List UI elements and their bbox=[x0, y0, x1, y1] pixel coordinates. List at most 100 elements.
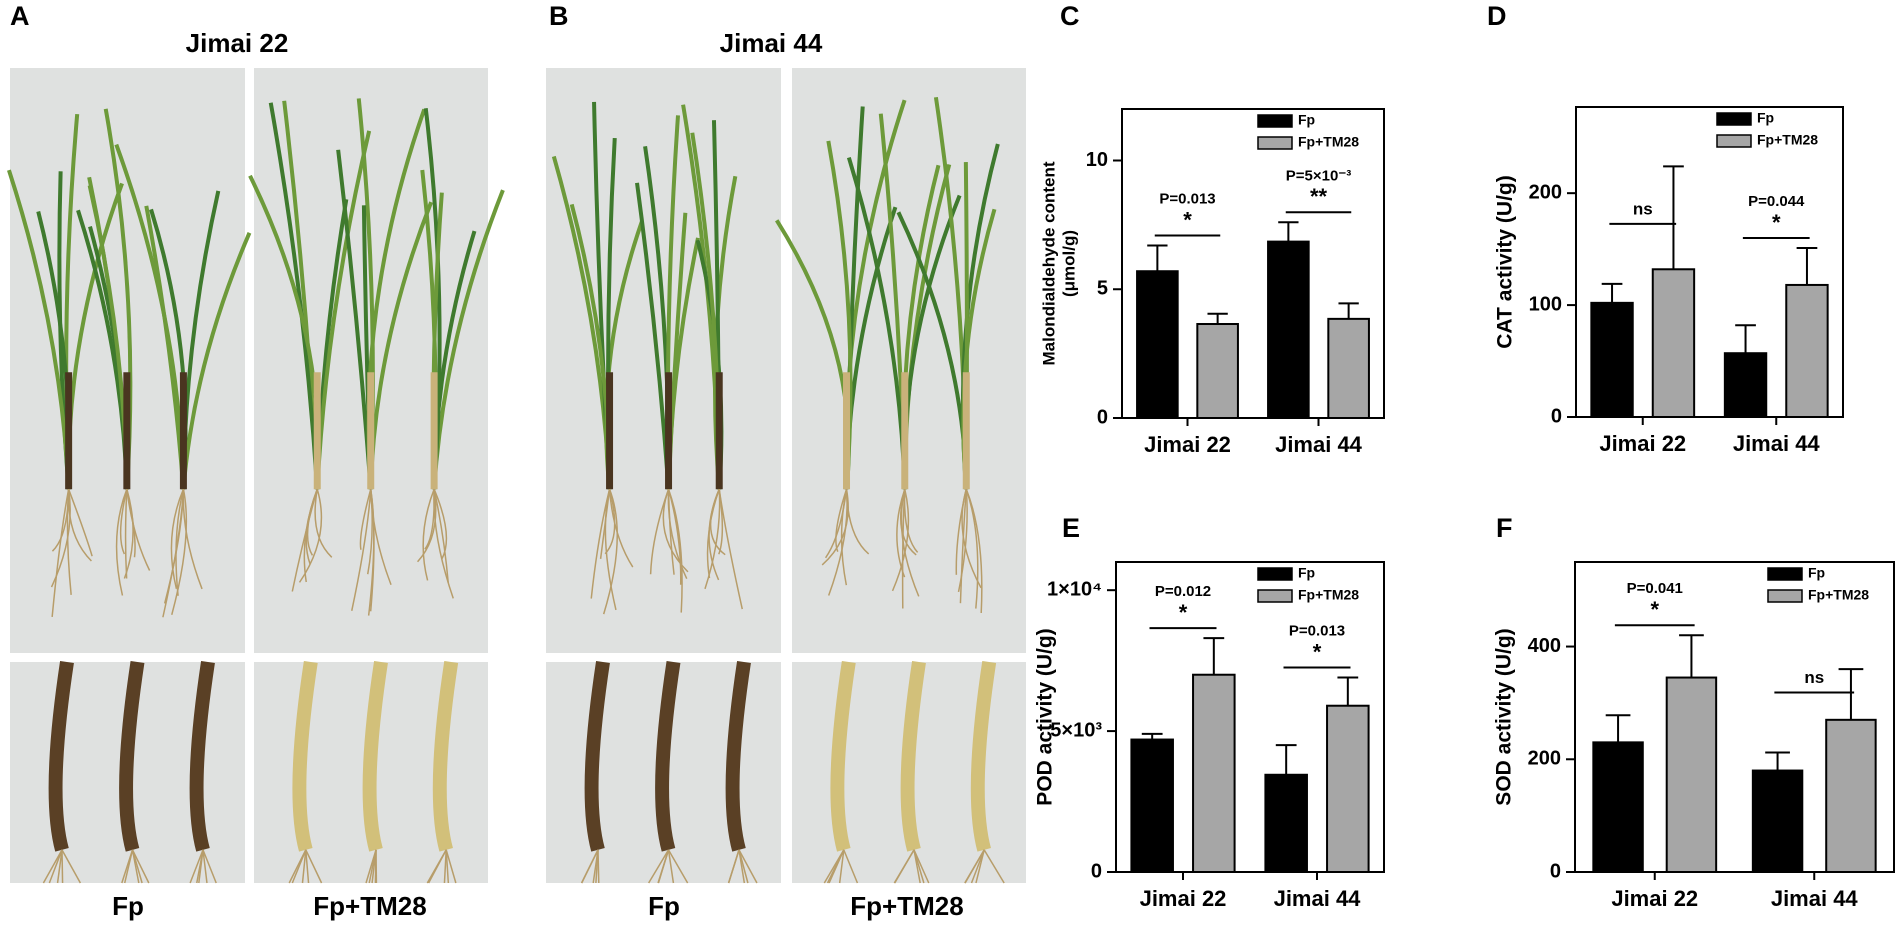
legend-label: Fp+TM28 bbox=[1757, 132, 1818, 148]
root bbox=[175, 489, 185, 596]
bar bbox=[1327, 317, 1370, 419]
x-tick-label: Jimai 44 bbox=[1733, 431, 1821, 456]
bar bbox=[1130, 738, 1174, 874]
root bbox=[445, 849, 450, 884]
significance-stars: * bbox=[1183, 207, 1192, 232]
root bbox=[975, 849, 985, 884]
x-tick-label: Jimai 22 bbox=[1140, 886, 1227, 911]
root bbox=[124, 489, 128, 579]
root bbox=[959, 489, 968, 604]
root bbox=[667, 489, 688, 579]
root bbox=[126, 489, 151, 571]
x-tick-label: Jimai 22 bbox=[1599, 431, 1686, 456]
bar bbox=[1196, 323, 1239, 420]
leaf bbox=[268, 102, 320, 490]
root bbox=[894, 849, 915, 884]
y-axis-label: CAT activity (U/g) bbox=[1494, 175, 1517, 348]
root bbox=[597, 849, 600, 884]
root bbox=[67, 488, 93, 557]
stem bbox=[189, 660, 215, 852]
bar bbox=[1651, 268, 1696, 418]
stem bbox=[119, 660, 145, 852]
root bbox=[42, 849, 63, 884]
root bbox=[704, 489, 721, 590]
stem bbox=[362, 660, 388, 852]
root bbox=[170, 488, 185, 589]
root bbox=[823, 849, 845, 884]
y-axis-label: Malondialdehyde content bbox=[1039, 161, 1058, 365]
legend-swatch bbox=[1767, 589, 1803, 603]
y-tick-label: 200 bbox=[1528, 748, 1561, 770]
p-value: P=0.044 bbox=[1748, 193, 1805, 210]
root bbox=[61, 849, 64, 884]
y-tick-label: 0 bbox=[1550, 860, 1561, 882]
root bbox=[824, 489, 848, 559]
root bbox=[305, 849, 310, 884]
panel-letter: C bbox=[1060, 1, 1080, 31]
significance-stars: * bbox=[1772, 210, 1781, 235]
y-tick-label: 200 bbox=[1529, 181, 1562, 203]
bar bbox=[1136, 270, 1179, 419]
root bbox=[718, 489, 743, 610]
root bbox=[433, 488, 448, 559]
root bbox=[965, 488, 979, 609]
root bbox=[445, 849, 457, 884]
root bbox=[845, 489, 870, 555]
y-tick-label: 1×10⁴ bbox=[1047, 578, 1102, 600]
bar bbox=[1326, 704, 1370, 874]
root bbox=[590, 489, 611, 599]
root bbox=[835, 488, 848, 552]
root bbox=[123, 849, 134, 884]
legend-swatch bbox=[1257, 567, 1293, 581]
photo-label: Fp+TM28 bbox=[850, 891, 963, 921]
root bbox=[662, 488, 689, 573]
root bbox=[604, 489, 616, 555]
root bbox=[196, 849, 204, 884]
root bbox=[983, 849, 1005, 884]
root bbox=[66, 489, 72, 595]
root bbox=[131, 849, 143, 884]
photo-label: Fp bbox=[648, 891, 680, 921]
root bbox=[422, 488, 435, 581]
root bbox=[202, 849, 208, 884]
photo bbox=[10, 68, 245, 653]
root bbox=[56, 849, 63, 884]
legend-label: Fp bbox=[1757, 110, 1774, 126]
root bbox=[599, 489, 611, 559]
root bbox=[189, 849, 204, 884]
legend-swatch bbox=[1257, 589, 1293, 603]
stem bbox=[432, 660, 459, 852]
significance-stars: ** bbox=[1310, 184, 1328, 209]
root bbox=[667, 849, 689, 884]
root bbox=[119, 489, 128, 555]
bar bbox=[1192, 673, 1236, 874]
y-tick-label: 10 bbox=[1086, 149, 1108, 171]
bar bbox=[1590, 301, 1634, 419]
root bbox=[891, 489, 910, 592]
root bbox=[433, 489, 449, 584]
y-tick-label: 0 bbox=[1097, 406, 1108, 428]
legend-swatch bbox=[1767, 567, 1803, 581]
x-tick-label: Jimai 22 bbox=[1611, 886, 1698, 911]
bar bbox=[1592, 741, 1644, 874]
y-tick-label: 100 bbox=[1529, 293, 1562, 315]
root bbox=[351, 489, 372, 611]
root bbox=[657, 849, 670, 884]
legend-swatch bbox=[1716, 134, 1752, 148]
stem bbox=[584, 660, 610, 852]
panel-title: Jimai 22 bbox=[186, 28, 289, 58]
root bbox=[163, 489, 185, 604]
significance-stars: * bbox=[1650, 597, 1659, 622]
legend-label: Fp+TM28 bbox=[1298, 587, 1359, 603]
photo-label: Fp+TM28 bbox=[313, 891, 426, 921]
root bbox=[727, 849, 740, 884]
root bbox=[305, 849, 323, 884]
significance-stars: ns bbox=[1633, 199, 1653, 218]
bar bbox=[1665, 676, 1718, 874]
panel-letter: A bbox=[10, 1, 30, 31]
legend-swatch bbox=[1257, 136, 1293, 150]
y-tick-label: 5 bbox=[1097, 278, 1108, 300]
root bbox=[51, 489, 70, 617]
stem bbox=[970, 660, 997, 852]
root bbox=[61, 849, 82, 884]
